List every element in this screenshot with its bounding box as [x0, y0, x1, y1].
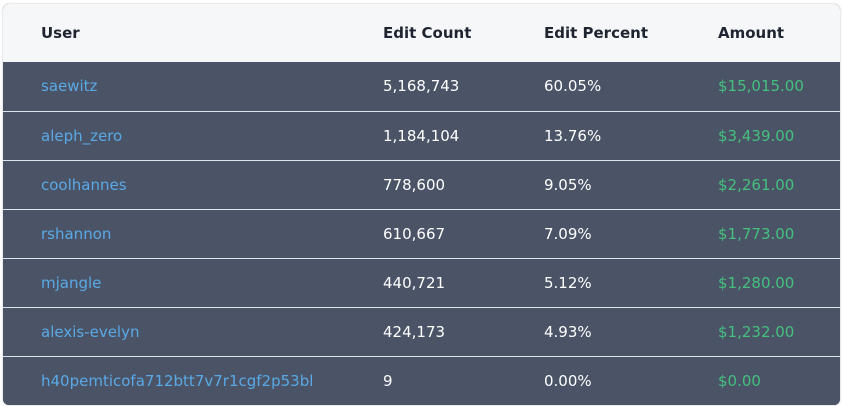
user-link[interactable]: alexis-evelyn	[41, 322, 140, 341]
amount-cell: $1,280.00	[718, 273, 795, 292]
table-row: coolhannes 778,600 9.05% $2,261.00	[3, 160, 840, 209]
amount-cell: $1,773.00	[718, 224, 795, 243]
edit-count-cell: 610,667	[383, 224, 446, 243]
edit-percent-cell: 5.12%	[544, 273, 592, 292]
edit-percent-cell: 4.93%	[544, 322, 592, 341]
leaderboard-table-container: User Edit Count Edit Percent Amount saew…	[3, 4, 840, 405]
edit-count-cell: 1,184,104	[383, 126, 460, 145]
user-cell: aleph_zero	[3, 111, 383, 160]
user-cell: mjangle	[3, 258, 383, 307]
edit-count-cell: 778,600	[383, 175, 446, 194]
header-row: User Edit Count Edit Percent Amount	[3, 4, 840, 62]
table-header: User Edit Count Edit Percent Amount	[3, 4, 840, 62]
edit-count-cell: 424,173	[383, 322, 446, 341]
table-row: saewitz 5,168,743 60.05% $15,015.00	[3, 62, 840, 111]
header-edit-count: Edit Count	[383, 24, 472, 42]
amount-cell: $15,015.00	[718, 77, 804, 96]
header-user: User	[41, 24, 80, 42]
user-link[interactable]: coolhannes	[41, 175, 127, 194]
edit-count-cell: 440,721	[383, 273, 446, 292]
user-link[interactable]: mjangle	[41, 273, 102, 292]
amount-cell: $0.00	[718, 371, 761, 390]
edit-count-cell: 9	[383, 371, 393, 390]
table-row: rshannon 610,667 7.09% $1,773.00	[3, 209, 840, 258]
user-link[interactable]: rshannon	[41, 224, 112, 243]
table-row: h40pemticofa712btt7v7r1cgf2p53bl 9 0.00%…	[3, 356, 840, 405]
edit-percent-cell: 13.76%	[544, 126, 602, 145]
table-body: saewitz 5,168,743 60.05% $15,015.00 alep…	[3, 62, 840, 405]
user-cell: saewitz	[3, 62, 383, 111]
amount-cell: $2,261.00	[718, 175, 795, 194]
user-cell: alexis-evelyn	[3, 307, 383, 356]
user-cell: h40pemticofa712btt7v7r1cgf2p53bl	[3, 356, 383, 405]
amount-cell: $1,232.00	[718, 322, 795, 341]
user-cell: rshannon	[3, 209, 383, 258]
table-row: mjangle 440,721 5.12% $1,280.00	[3, 258, 840, 307]
header-edit-percent: Edit Percent	[544, 24, 648, 42]
user-cell: coolhannes	[3, 160, 383, 209]
user-link[interactable]: h40pemticofa712btt7v7r1cgf2p53bl	[41, 371, 314, 390]
header-amount: Amount	[718, 24, 785, 42]
table-row: aleph_zero 1,184,104 13.76% $3,439.00	[3, 111, 840, 160]
user-link[interactable]: saewitz	[41, 77, 98, 96]
leaderboard-table: User Edit Count Edit Percent Amount saew…	[3, 4, 840, 405]
edit-percent-cell: 60.05%	[544, 77, 602, 96]
amount-cell: $3,439.00	[718, 126, 795, 145]
table-row: alexis-evelyn 424,173 4.93% $1,232.00	[3, 307, 840, 356]
edit-percent-cell: 0.00%	[544, 371, 592, 390]
edit-percent-cell: 7.09%	[544, 224, 592, 243]
edit-count-cell: 5,168,743	[383, 77, 460, 96]
edit-percent-cell: 9.05%	[544, 175, 592, 194]
user-link[interactable]: aleph_zero	[41, 126, 123, 145]
